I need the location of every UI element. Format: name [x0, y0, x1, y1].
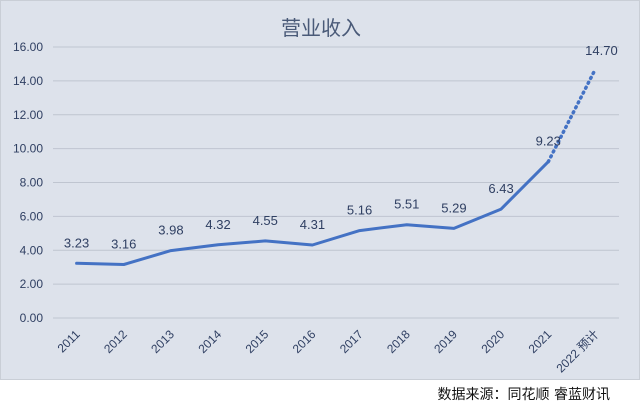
data-labels: 3.23 3.16 3.98 4.32 4.55 4.31 5.16 5.51 5.29 6.43… — [64, 43, 618, 251]
y-tick-label: 14.00 — [13, 74, 43, 88]
x-tick-label: 2014 — [195, 327, 224, 356]
x-tick-label: 2012 — [101, 327, 130, 356]
chart-title: 营业收入 — [281, 16, 361, 40]
data-label: 9.23 — [536, 134, 561, 149]
x-tick-label: 2013 — [148, 327, 177, 356]
series-line-actual — [75, 160, 550, 266]
y-tick-label: 4.00 — [20, 243, 44, 257]
chart-area: 营业收入 0.00 2.00 4.00 6.00 8.00 10.00 12.00 14.00… — [0, 0, 640, 380]
data-label: 3.16 — [111, 236, 136, 251]
data-label: 6.43 — [488, 181, 513, 196]
data-label: 5.51 — [394, 197, 419, 212]
y-tick-label: 8.00 — [20, 176, 44, 190]
y-axis-ticks: 0.00 2.00 4.00 6.00 8.00 10.00 12.00 14.00 16.00 — [13, 40, 43, 325]
data-label: 5.16 — [347, 203, 372, 218]
x-tick-label: 2019 — [431, 327, 460, 356]
data-label: 3.98 — [158, 223, 183, 238]
data-label: 3.23 — [64, 235, 89, 250]
x-tick-label: 2016 — [290, 327, 319, 356]
data-label: 14.70 — [585, 43, 618, 58]
x-tick-label: 2021 — [526, 327, 555, 356]
data-label: 4.31 — [300, 217, 325, 232]
y-tick-label: 10.00 — [13, 142, 43, 156]
x-tick-label: 2015 — [243, 327, 272, 356]
y-tick-label: 12.00 — [13, 108, 43, 122]
x-tick-label: 2017 — [337, 327, 366, 356]
line-chart: 营业收入 0.00 2.00 4.00 6.00 8.00 10.00 12.00 14.00… — [13, 16, 619, 375]
y-tick-label: 16.00 — [13, 40, 43, 54]
x-tick-label: 2020 — [478, 327, 507, 356]
data-label: 5.29 — [441, 200, 466, 215]
series-line-projected — [546, 67, 598, 164]
x-tick-label: 2018 — [384, 327, 413, 356]
data-label: 4.55 — [253, 213, 278, 228]
x-axis-ticks: 2011 2012 2013 2014 2015 2016 2017 2018 2019 2020… — [55, 327, 602, 375]
data-source-note: 数据来源：同花顺 睿蓝财讯 — [437, 387, 610, 403]
y-tick-label: 0.00 — [20, 311, 44, 325]
y-tick-label: 6.00 — [20, 209, 44, 223]
x-tick-label: 2011 — [55, 327, 83, 355]
x-tick-label: 2022 预计 — [553, 327, 601, 375]
data-label: 4.32 — [205, 217, 230, 232]
gridlines — [53, 46, 619, 319]
y-tick-label: 2.00 — [20, 277, 44, 291]
